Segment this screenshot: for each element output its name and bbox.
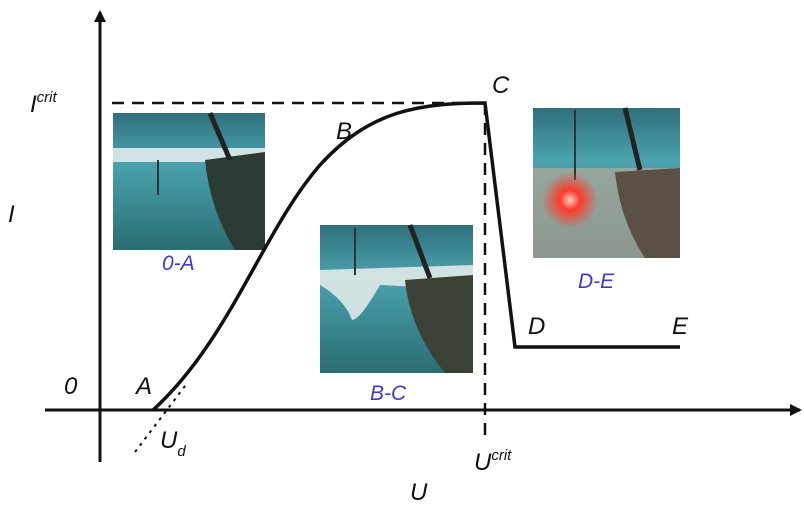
photo-d-e [533, 108, 680, 258]
photo-caption: D-E [578, 270, 615, 293]
photo-caption: 0-A [162, 252, 195, 275]
photo-0-a [113, 113, 265, 250]
point-label: A [134, 373, 152, 400]
u-d-sub: d [177, 443, 186, 460]
u-crit-sup: crit [491, 447, 512, 464]
point-label: 0 [64, 373, 78, 400]
point-label: C [492, 72, 510, 99]
y-axis-label: I [8, 201, 15, 228]
photo-b-c [320, 225, 473, 373]
i-crit-label: Icrit [30, 89, 57, 118]
i-crit-sup: crit [37, 89, 58, 106]
u-d-base: U [160, 427, 178, 454]
u-d-label: Ud [160, 427, 186, 460]
diagram: Icrit Ucrit Ud I U 0 A B C D E 0-A B-C D… [0, 0, 804, 506]
u-crit-label: Ucrit [474, 447, 512, 476]
photo-caption: B-C [370, 382, 407, 405]
point-label: B [336, 118, 352, 145]
u-crit-base: U [474, 449, 492, 476]
point-label: E [672, 313, 689, 340]
x-axis-label: U [410, 479, 428, 506]
point-label: D [528, 313, 545, 340]
